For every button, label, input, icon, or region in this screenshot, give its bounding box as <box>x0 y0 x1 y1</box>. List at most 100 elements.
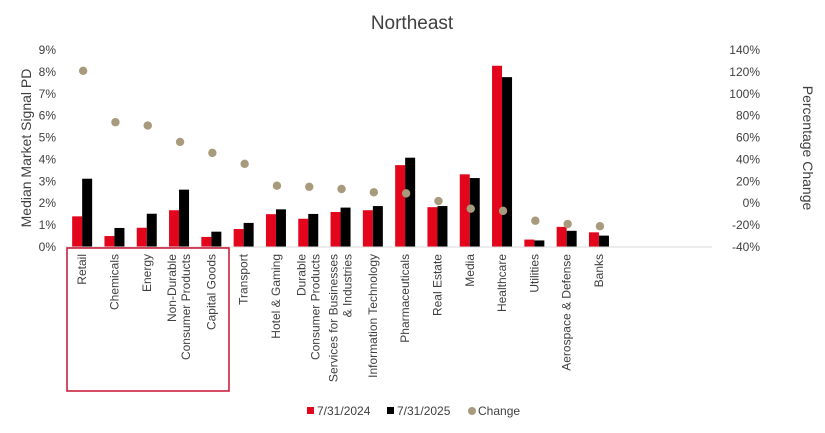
y-tick-label: 2% <box>39 196 57 210</box>
change-point <box>434 196 443 206</box>
bar-2024 <box>588 232 599 247</box>
highlight-box <box>66 247 230 392</box>
legend-label: Change <box>478 404 520 418</box>
bar-2025 <box>275 209 286 247</box>
bar-2024 <box>201 236 212 247</box>
category-label: Durable <box>294 254 308 296</box>
y-tick-label: 5% <box>39 131 57 145</box>
bar-2025 <box>146 213 157 247</box>
bar-2025 <box>82 178 93 247</box>
category-label: Consumer Products <box>308 254 322 360</box>
category-label: Retail <box>75 254 89 285</box>
bar-2025 <box>179 189 190 247</box>
y-tick-label: 4% <box>39 152 57 166</box>
category-label: Chemicals <box>107 254 121 310</box>
legend-swatch <box>468 407 476 415</box>
category-label: Capital Goods <box>204 254 218 330</box>
y2-tick-label: 80% <box>736 109 760 123</box>
category-label: Energy <box>140 254 154 292</box>
category-label: Consumer Products <box>179 254 193 360</box>
legend-label: 7/31/2024 <box>317 404 371 418</box>
change-point <box>401 189 411 198</box>
category-label: Utilities <box>527 254 541 293</box>
y2-tick-label: -40% <box>732 240 760 254</box>
category-label: Media <box>463 254 477 287</box>
y-axis-label: Median Market Signal PD <box>18 69 34 228</box>
bar-2025 <box>211 231 222 247</box>
bar-2024 <box>136 227 147 247</box>
bar-2024 <box>556 226 567 247</box>
bar-2025 <box>598 235 609 247</box>
bar-2024 <box>298 218 309 247</box>
change-point <box>175 137 185 147</box>
category-label: Services for Businesses <box>327 254 341 382</box>
change-point <box>369 188 379 197</box>
bar-2024 <box>492 65 503 247</box>
bar-2024 <box>395 165 406 247</box>
y2-tick-label: 40% <box>736 152 760 166</box>
category-label: Pharmaceuticals <box>398 254 412 343</box>
bar-2024 <box>459 174 470 247</box>
y-tick-label: 7% <box>39 87 57 101</box>
legend: 7/31/2024 7/31/2025 Change <box>307 404 520 418</box>
y-axis-ticks: 0% 1% 2% 3% 4% 5% 6% 7% 8% 9% <box>39 43 57 254</box>
bar-2025 <box>534 240 545 247</box>
bar-2025 <box>243 222 254 247</box>
change-point <box>208 148 217 158</box>
category-label: Hotel & Gaming <box>269 254 283 339</box>
change-point <box>240 159 249 169</box>
y2-axis-ticks: -40% -20% 0% 20% 40% 60% 80% 100% 120% 140% <box>729 43 760 254</box>
y-tick-label: 0% <box>39 240 57 254</box>
category-label: Aerospace & Defense <box>560 254 574 371</box>
legend-swatch <box>387 407 394 414</box>
category-label: Healthcare <box>495 254 509 312</box>
y2-tick-label: 100% <box>729 87 760 101</box>
change-point <box>111 118 120 127</box>
change-point <box>272 181 282 190</box>
category-labels: Retail Chemicals Energy Non-Durable Consumer… <box>75 253 606 382</box>
y2-tick-label: 60% <box>736 131 760 145</box>
bar-2024 <box>330 211 341 247</box>
bar-2024 <box>524 239 535 247</box>
y2-tick-label: 20% <box>736 174 760 188</box>
bar-2025 <box>566 230 577 247</box>
y2-tick-label: 0% <box>743 196 761 210</box>
chart-title: Northeast <box>371 13 454 34</box>
bar-2025 <box>437 206 448 247</box>
y2-axis-label: Percentage Change <box>800 86 816 211</box>
bar-2024 <box>104 236 115 247</box>
change-point <box>531 216 540 225</box>
change-points <box>78 66 605 231</box>
category-label: Real Estate <box>430 254 444 316</box>
bar-2025 <box>372 206 383 247</box>
y-tick-label: 1% <box>39 218 57 232</box>
category-label: Information Technology <box>366 254 380 378</box>
bar-2024 <box>72 216 83 247</box>
y2-tick-label: 140% <box>729 43 760 57</box>
bar-2024 <box>233 229 244 247</box>
bars <box>72 65 609 248</box>
category-label: Non-Durable <box>165 254 179 322</box>
bar-2025 <box>114 227 125 247</box>
legend-swatch <box>307 407 314 414</box>
bar-2025 <box>308 213 319 247</box>
legend-label: 7/31/2025 <box>397 404 451 418</box>
bar-2024 <box>362 210 373 247</box>
bar-2025 <box>405 157 416 247</box>
bar-2025 <box>340 207 351 247</box>
y-tick-label: 3% <box>39 174 57 188</box>
change-point <box>305 182 314 192</box>
change-point <box>595 222 605 231</box>
category-label: & Industries <box>341 254 355 317</box>
bar-2024 <box>427 207 438 247</box>
y-tick-label: 6% <box>39 109 57 123</box>
change-point <box>78 66 88 75</box>
bar-2024 <box>169 210 180 247</box>
change-point <box>466 204 475 213</box>
y2-tick-label: -20% <box>732 218 760 232</box>
change-point <box>498 206 508 216</box>
change-point <box>337 184 346 194</box>
y-tick-label: 8% <box>39 65 57 79</box>
bar-2024 <box>265 214 276 247</box>
